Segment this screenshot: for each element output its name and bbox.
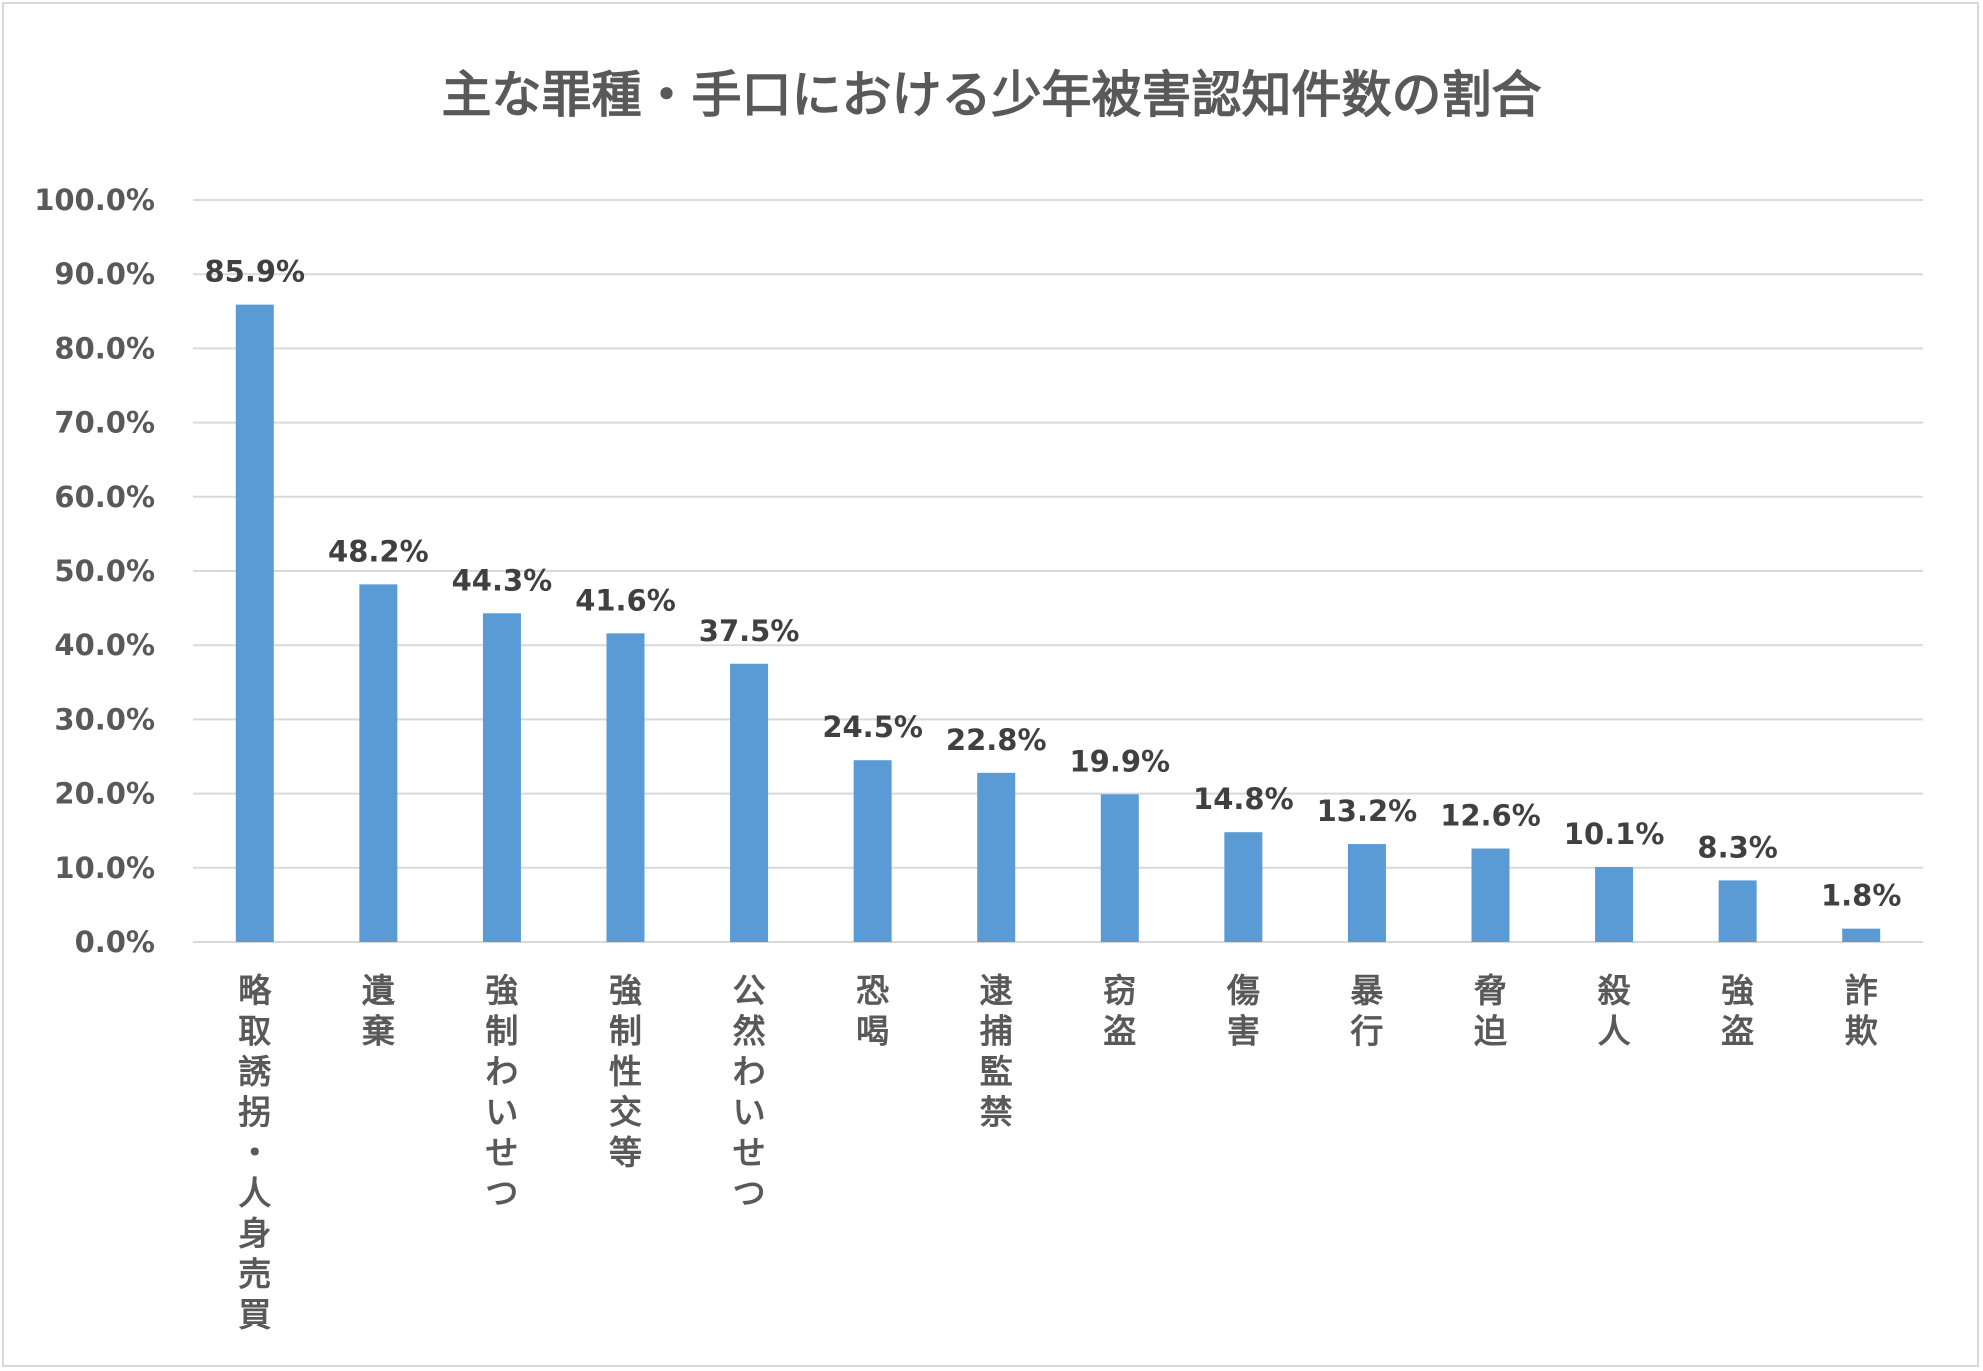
y-tick-label: 30.0%	[54, 702, 155, 736]
data-label: 22.8%	[946, 723, 1047, 757]
bar	[1224, 832, 1263, 942]
y-tick-label: 10.0%	[54, 851, 155, 885]
bar	[1842, 928, 1881, 942]
data-label: 85.9%	[204, 255, 305, 289]
bar	[977, 772, 1016, 942]
category-label: 遺棄	[362, 971, 396, 1051]
bar	[730, 663, 769, 942]
y-tick-label: 0.0%	[75, 925, 155, 959]
y-tick-label: 60.0%	[54, 480, 155, 514]
category-label: 暴行	[1349, 971, 1384, 1051]
y-tick-label: 80.0%	[54, 331, 155, 365]
y-tick-label: 90.0%	[54, 257, 155, 291]
bar	[482, 613, 521, 942]
y-tick-label: 20.0%	[54, 777, 155, 811]
bar	[606, 633, 645, 942]
y-tick-label: 100.0%	[34, 183, 155, 217]
category-label: 恐喝	[856, 971, 889, 1051]
category-label: 強盗	[1721, 971, 1754, 1051]
category-label: 強制性交等	[609, 971, 642, 1172]
data-label: 10.1%	[1564, 817, 1665, 851]
bar	[1718, 880, 1757, 942]
data-label: 19.9%	[1069, 744, 1170, 778]
data-label: 48.2%	[328, 534, 429, 568]
category-label: 窃盗	[1103, 971, 1136, 1051]
category-label: 殺人	[1598, 971, 1632, 1051]
bar	[359, 584, 398, 942]
data-label: 1.8%	[1821, 879, 1901, 913]
chart-title: 主な罪種・手口における少年被害認知件数の割合	[441, 66, 1542, 124]
category-label: 強制わいせつ	[485, 971, 518, 1213]
y-tick-label: 40.0%	[54, 628, 155, 662]
y-tick-label: 50.0%	[54, 554, 155, 588]
data-label: 44.3%	[452, 563, 553, 597]
data-label: 41.6%	[575, 583, 676, 617]
data-label: 14.8%	[1193, 782, 1294, 816]
data-label: 13.2%	[1317, 794, 1418, 828]
bar	[1471, 848, 1510, 942]
bar	[1595, 867, 1634, 942]
bar	[235, 304, 274, 942]
category-label: 詐欺	[1845, 971, 1878, 1051]
data-label: 8.3%	[1697, 830, 1777, 864]
data-label: 37.5%	[699, 614, 800, 648]
bar	[1100, 794, 1139, 942]
data-label: 12.6%	[1440, 799, 1541, 833]
category-label: 逮捕監禁	[980, 971, 1014, 1132]
data-label: 24.5%	[822, 710, 923, 744]
category-label: 略取誘拐・人身売買	[238, 971, 272, 1334]
category-label: 脅迫	[1474, 971, 1507, 1051]
bar	[853, 760, 892, 942]
category-label: 公然わいせつ	[733, 971, 766, 1213]
category-label: 傷害	[1226, 971, 1260, 1051]
y-tick-label: 70.0%	[54, 406, 155, 440]
bar	[1347, 844, 1386, 942]
